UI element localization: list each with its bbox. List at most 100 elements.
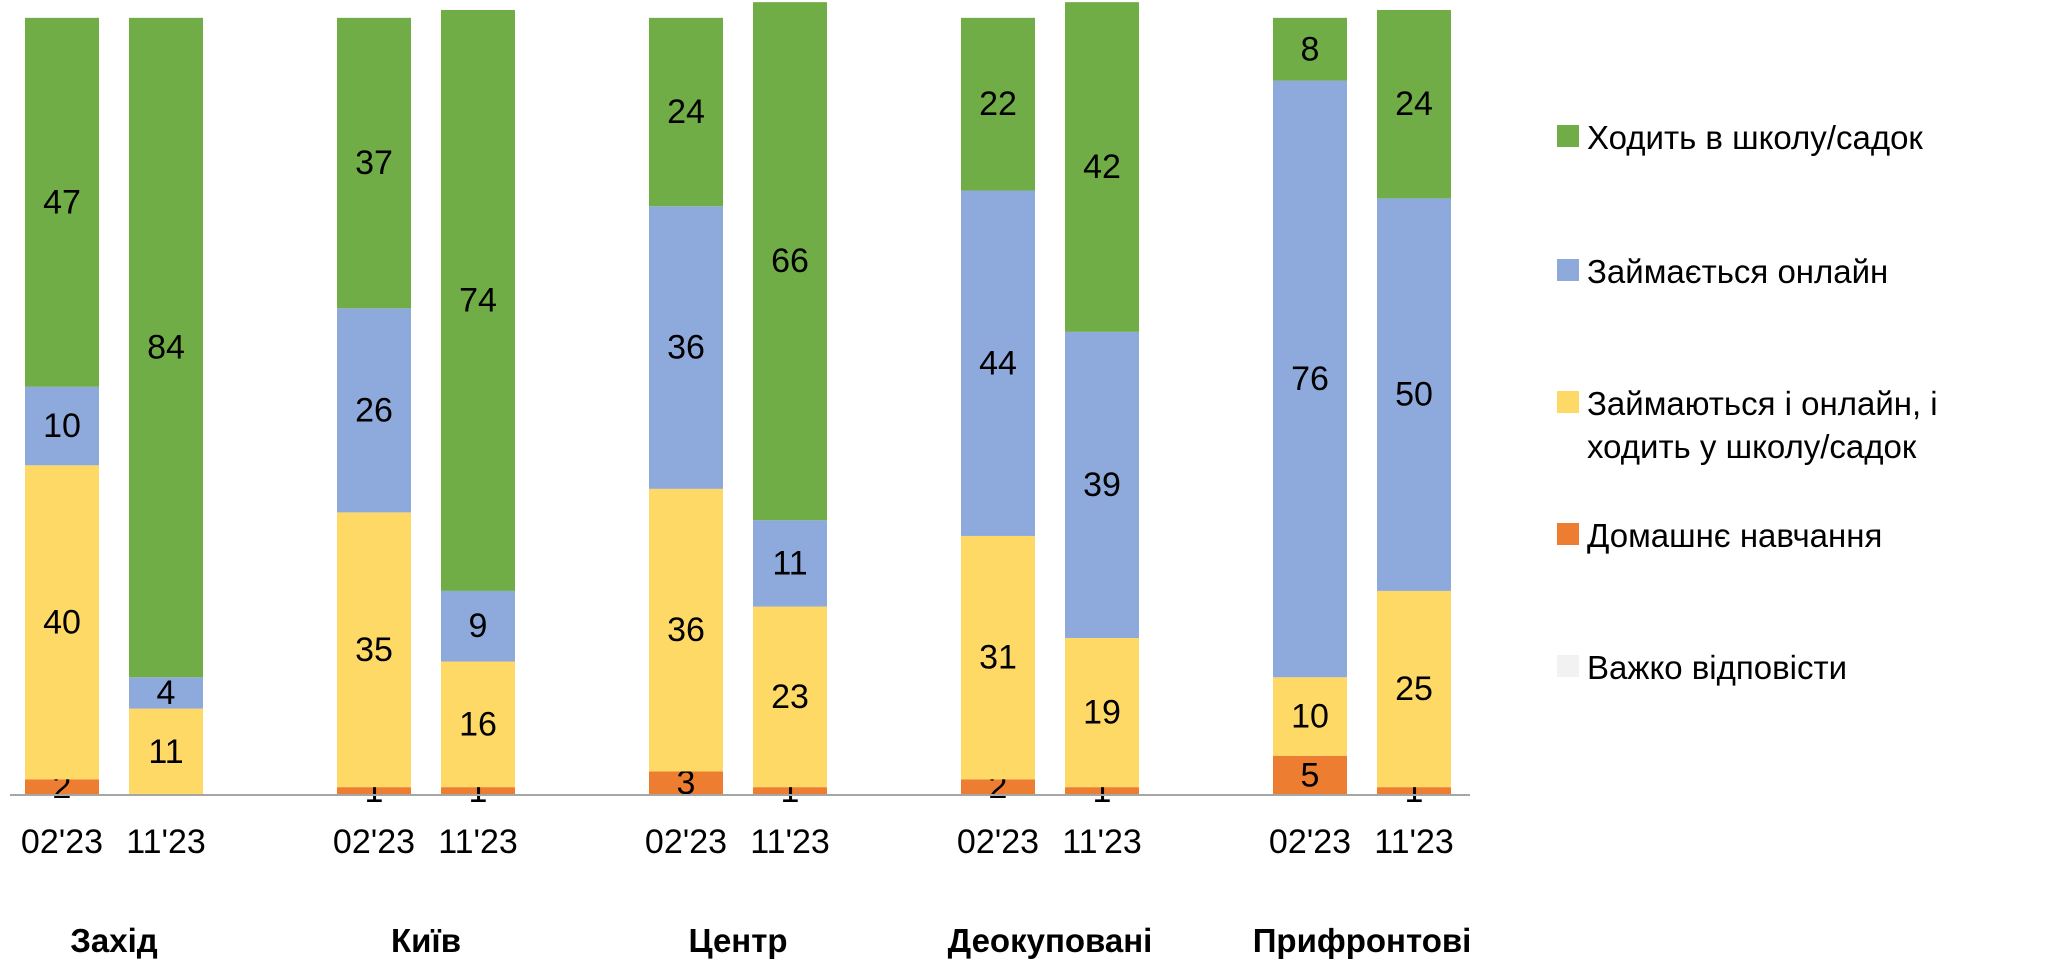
bar-segment-захід-feb23-s1 bbox=[25, 465, 99, 780]
bar-segment-центр-nov23-s2 bbox=[753, 520, 827, 607]
x-tick-label: 11'23 bbox=[1374, 823, 1454, 861]
bar-segment-прифронтові-feb23-s2 bbox=[1273, 80, 1347, 678]
bar-segment-прифронтові-feb23-s3 bbox=[1273, 17, 1347, 81]
x-tick-label: 02'23 bbox=[1269, 823, 1351, 861]
x-tick-label: 11'23 bbox=[750, 823, 830, 861]
legend-swatch bbox=[1557, 655, 1579, 677]
x-tick-labels: 02'23 11'23 02'23 11'23 02'23 11'23 02'23 11'23… bbox=[21, 823, 1454, 861]
data-label: 3 bbox=[677, 764, 696, 802]
bar-segment-київ-feb23-s0 bbox=[337, 787, 411, 795]
bar-segment-київ-feb23-s1 bbox=[337, 512, 411, 788]
data-label: 66 bbox=[771, 242, 809, 280]
data-label: 11 bbox=[772, 544, 807, 582]
bar-segment-київ-feb23-s2 bbox=[337, 308, 411, 513]
bar-segment-київ-nov23-s3 bbox=[441, 10, 515, 591]
x-tick-label: 02'23 bbox=[333, 823, 415, 861]
bar-segment-прифронтові-feb23-s1 bbox=[1273, 677, 1347, 756]
bar-segment-захід-feb23-s3 bbox=[25, 17, 99, 387]
data-label: 74 bbox=[459, 281, 497, 319]
bar-segment-деокуповані-nov23-s1 bbox=[1065, 638, 1139, 788]
legend-swatch bbox=[1557, 259, 1579, 281]
x-tick-label: 11'23 bbox=[1062, 823, 1142, 861]
x-tick-label: 02'23 bbox=[957, 823, 1039, 861]
bar-segment-центр-nov23-s3 bbox=[753, 2, 827, 521]
legend-swatch bbox=[1557, 125, 1579, 147]
bar-segment-прифронтові-nov23-s2 bbox=[1377, 198, 1451, 591]
group-label: Прифронтові bbox=[1253, 922, 1472, 959]
bar-segment-прифронтові-nov23-s3 bbox=[1377, 10, 1451, 199]
data-label: 10 bbox=[43, 407, 81, 445]
data-label: 19 bbox=[1083, 694, 1121, 732]
bar-segment-центр-feb23-s1 bbox=[649, 488, 723, 772]
legend-swatch bbox=[1557, 523, 1579, 545]
bar-segment-київ-nov23-s1 bbox=[441, 661, 515, 788]
data-label: 9 bbox=[469, 607, 488, 645]
legend-item: Займаються і онлайн, і ходить у школу/са… bbox=[1557, 382, 2037, 468]
bar-segment-захід-nov23-s3 bbox=[129, 17, 203, 678]
bar-segment-центр-feb23-s2 bbox=[649, 206, 723, 489]
data-label: 84 bbox=[147, 329, 185, 367]
bar-segment-захід-feb23-s2 bbox=[25, 386, 99, 466]
data-label: 42 bbox=[1083, 148, 1121, 186]
bar-segment-центр-nov23-s0 bbox=[753, 787, 827, 795]
bar-segment-київ-nov23-s2 bbox=[441, 590, 515, 662]
data-label: 50 bbox=[1395, 376, 1433, 414]
bar-segment-деокуповані-nov23-s2 bbox=[1065, 331, 1139, 638]
data-label: 36 bbox=[667, 611, 705, 649]
bar-segment-київ-nov23-s0 bbox=[441, 787, 515, 795]
legend-swatch bbox=[1557, 391, 1579, 413]
bar-segment-прифронтові-feb23-s0 bbox=[1273, 755, 1347, 795]
data-label: 39 bbox=[1083, 466, 1121, 504]
bar-segment-деокуповані-feb23-s3 bbox=[961, 17, 1035, 191]
data-label: 76 bbox=[1291, 360, 1329, 398]
data-label: 5 bbox=[1301, 756, 1320, 794]
legend-item: Займається онлайн bbox=[1557, 250, 2037, 293]
legend-label: Домашнє навчання bbox=[1587, 517, 1883, 554]
data-label: 25 bbox=[1395, 670, 1433, 708]
data-label: 40 bbox=[43, 603, 81, 641]
x-tick-label: 11'23 bbox=[438, 823, 518, 861]
data-label: 31 bbox=[979, 639, 1017, 677]
legend-label: Важко відповісти bbox=[1587, 649, 1848, 686]
x-tick-label: 02'23 bbox=[645, 823, 727, 861]
stacked-bar-chart: 2401047114841352637116974336362412311662… bbox=[10, 2, 1471, 959]
data-label: 16 bbox=[459, 705, 497, 743]
bar-segment-центр-feb23-s3 bbox=[649, 17, 723, 207]
data-label: 4 bbox=[157, 674, 176, 712]
x-tick-label: 11'23 bbox=[126, 823, 206, 861]
data-label: 24 bbox=[1395, 85, 1433, 123]
legend-item: Домашнє навчання bbox=[1557, 514, 2037, 557]
legend-label: Займається онлайн bbox=[1587, 253, 1889, 290]
group-label: Центр bbox=[688, 922, 787, 959]
bar-segment-деокуповані-feb23-s0 bbox=[961, 779, 1035, 795]
group-label: Захід bbox=[70, 922, 158, 959]
data-label: 26 bbox=[355, 391, 393, 429]
data-label: 8 bbox=[1301, 30, 1320, 68]
data-label: 10 bbox=[1291, 698, 1329, 736]
data-label: 47 bbox=[43, 183, 81, 221]
bar-segment-центр-nov23-s1 bbox=[753, 606, 827, 788]
data-label: 36 bbox=[667, 329, 705, 367]
bar-segment-деокуповані-nov23-s3 bbox=[1065, 2, 1139, 332]
bar-segment-захід-nov23-s1 bbox=[129, 708, 203, 795]
bar-segment-деокуповані-feb23-s1 bbox=[961, 535, 1035, 780]
legend-item: Важко відповісти bbox=[1557, 646, 2037, 689]
bars-layer: 2401047114841352637116974336362412311662… bbox=[25, 2, 1451, 810]
bar-segment-прифронтові-nov23-s1 bbox=[1377, 590, 1451, 788]
bar-segment-центр-feb23-s0 bbox=[649, 771, 723, 795]
bar-segment-київ-feb23-s3 bbox=[337, 17, 411, 309]
data-label: 35 bbox=[355, 631, 393, 669]
bar-segment-прифронтові-nov23-s0 bbox=[1377, 787, 1451, 795]
data-label: 22 bbox=[979, 85, 1017, 123]
legend-label: Займаються і онлайн, і ходить у школу/са… bbox=[1587, 385, 1938, 465]
bar-segment-захід-feb23-s0 bbox=[25, 779, 99, 795]
group-label: Деокуповані bbox=[948, 922, 1153, 959]
group-labels: Захід Київ Центр Деокуповані Прифронтові bbox=[70, 922, 1471, 959]
data-label: 37 bbox=[355, 144, 393, 182]
bar-segment-деокуповані-nov23-s0 bbox=[1065, 787, 1139, 795]
data-label: 11 bbox=[148, 733, 183, 771]
legend: Ходить в школу/садок Займається онлайн Зай… bbox=[1557, 0, 2047, 720]
group-label: Київ bbox=[391, 922, 461, 959]
data-label: 24 bbox=[667, 93, 705, 131]
data-label: 44 bbox=[979, 344, 1017, 382]
